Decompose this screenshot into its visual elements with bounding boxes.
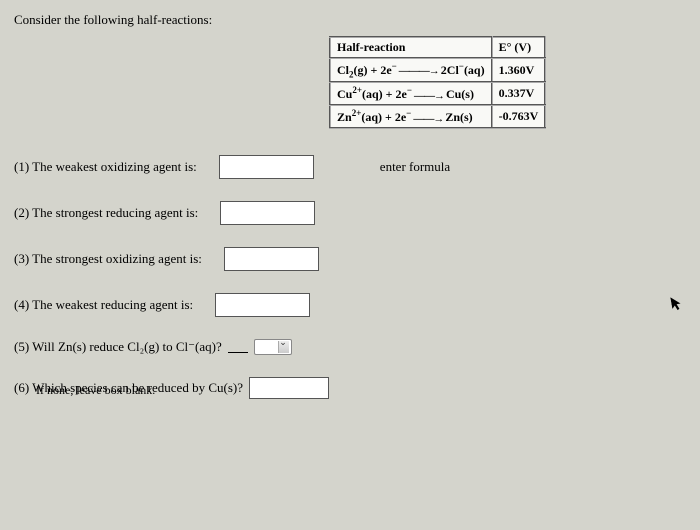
prompt-text: Consider the following half-reactions: [14,12,686,28]
table-header-potential: E° (V) [492,37,546,58]
q3-label: (3) The strongest oxidizing agent is: [14,251,202,267]
q4-input[interactable] [215,293,310,317]
table-row: Cu2+(aq) + 2e−——→Cu(s) 0.337V [330,82,545,105]
q6-input[interactable] [249,377,329,399]
q2-input[interactable] [220,201,315,225]
q5-label: (5) Will Zn(s) reduce Cl₂(g) to Cl⁻(aq)? [14,339,222,355]
hint-text: enter formula [380,159,450,175]
reaction-cell: Cu2+(aq) + 2e−——→Cu(s) [330,82,492,105]
table-header-reaction: Half-reaction [330,37,492,58]
q3-input[interactable] [224,247,319,271]
value-cell: 0.337V [492,82,546,105]
q5-select[interactable] [254,339,292,355]
q1-label: (1) The weakest oxidizing agent is: [14,159,197,175]
value-cell: 1.360V [492,58,546,82]
q1-input[interactable] [219,155,314,179]
reaction-cell: Cl2(g) + 2e−———→2Cl−(aq) [330,58,492,82]
q6-note: If none, leave box blank. [36,383,686,398]
q2-label: (2) The strongest reducing agent is: [14,205,198,221]
value-cell: -0.763V [492,105,546,128]
table-row: Cl2(g) + 2e−———→2Cl−(aq) 1.360V [330,58,545,82]
half-reaction-table: Half-reaction E° (V) Cl2(g) + 2e−———→2Cl… [329,36,546,129]
table-row: Zn2+(aq) + 2e−——→Zn(s) -0.763V [330,105,545,128]
reaction-cell: Zn2+(aq) + 2e−——→Zn(s) [330,105,492,128]
q4-label: (4) The weakest reducing agent is: [14,297,193,313]
